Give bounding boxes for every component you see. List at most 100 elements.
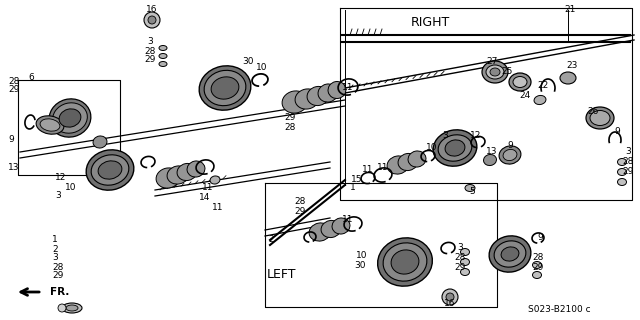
- Ellipse shape: [332, 218, 350, 234]
- Ellipse shape: [499, 146, 521, 164]
- Ellipse shape: [383, 243, 427, 281]
- Text: 28: 28: [144, 46, 156, 55]
- Text: 14: 14: [199, 194, 211, 203]
- Text: 24: 24: [520, 91, 531, 100]
- Ellipse shape: [40, 119, 60, 131]
- Ellipse shape: [590, 110, 610, 125]
- Ellipse shape: [159, 45, 167, 51]
- Text: 5: 5: [469, 188, 475, 196]
- Ellipse shape: [490, 68, 500, 76]
- Ellipse shape: [177, 164, 197, 180]
- Ellipse shape: [98, 161, 122, 179]
- Text: 3: 3: [52, 253, 58, 262]
- Ellipse shape: [167, 166, 189, 184]
- Ellipse shape: [509, 73, 531, 91]
- Text: FR.: FR.: [50, 287, 69, 297]
- Ellipse shape: [494, 241, 526, 267]
- Text: 9: 9: [507, 140, 513, 149]
- Text: 28: 28: [52, 262, 63, 271]
- Text: 28: 28: [294, 197, 306, 206]
- Text: 12: 12: [470, 132, 482, 140]
- Text: 11: 11: [212, 203, 224, 212]
- Ellipse shape: [534, 95, 546, 105]
- Text: 26: 26: [588, 108, 598, 116]
- Ellipse shape: [36, 116, 64, 134]
- Text: S023-B2100 c: S023-B2100 c: [528, 306, 591, 315]
- Text: 25: 25: [501, 68, 513, 76]
- Text: 10: 10: [256, 63, 268, 73]
- Text: 29: 29: [454, 263, 466, 273]
- Ellipse shape: [159, 53, 167, 59]
- Text: 30: 30: [243, 58, 253, 67]
- Ellipse shape: [513, 76, 527, 87]
- Text: 3: 3: [55, 191, 61, 201]
- Text: 29: 29: [52, 271, 63, 281]
- Text: 29: 29: [8, 85, 19, 94]
- Ellipse shape: [66, 305, 78, 311]
- Text: 28: 28: [454, 253, 466, 262]
- Ellipse shape: [438, 135, 472, 161]
- Text: 3: 3: [442, 131, 448, 140]
- Text: 11: 11: [342, 215, 354, 225]
- Ellipse shape: [204, 70, 246, 106]
- Circle shape: [148, 16, 156, 24]
- Ellipse shape: [482, 61, 508, 83]
- Ellipse shape: [91, 155, 129, 185]
- Ellipse shape: [159, 61, 167, 67]
- Text: RIGHT: RIGHT: [410, 15, 450, 28]
- Ellipse shape: [307, 86, 329, 106]
- Text: 11: 11: [377, 164, 388, 172]
- Text: 23: 23: [566, 60, 578, 69]
- Text: 22: 22: [538, 81, 548, 90]
- Text: 9: 9: [8, 135, 13, 145]
- Text: 28: 28: [284, 124, 296, 132]
- Text: 9: 9: [537, 234, 543, 243]
- Ellipse shape: [618, 158, 627, 165]
- Text: 16: 16: [147, 4, 157, 13]
- Text: 2: 2: [52, 244, 58, 253]
- Ellipse shape: [282, 91, 308, 113]
- Text: 11: 11: [362, 165, 374, 174]
- Text: 3: 3: [457, 244, 463, 252]
- Text: 12: 12: [55, 173, 67, 182]
- Ellipse shape: [501, 247, 519, 261]
- Text: 27: 27: [486, 58, 498, 67]
- Ellipse shape: [503, 149, 517, 161]
- Ellipse shape: [328, 82, 346, 99]
- Ellipse shape: [532, 271, 541, 278]
- Text: 28: 28: [532, 253, 544, 262]
- Ellipse shape: [465, 185, 475, 191]
- Ellipse shape: [586, 107, 614, 129]
- Text: 29: 29: [532, 263, 544, 273]
- Ellipse shape: [52, 103, 87, 133]
- Text: 11: 11: [342, 84, 354, 92]
- Ellipse shape: [86, 150, 134, 190]
- Text: 9: 9: [614, 127, 620, 137]
- Text: 6: 6: [28, 74, 34, 83]
- Ellipse shape: [484, 155, 497, 165]
- Ellipse shape: [210, 176, 220, 184]
- Text: 28: 28: [622, 157, 634, 166]
- Text: 10: 10: [426, 143, 438, 153]
- Text: 11: 11: [202, 183, 214, 193]
- Circle shape: [442, 289, 458, 305]
- Ellipse shape: [398, 153, 418, 171]
- Text: 28: 28: [8, 77, 19, 86]
- Text: 15: 15: [351, 175, 363, 185]
- Ellipse shape: [618, 169, 627, 175]
- Circle shape: [58, 304, 66, 312]
- Ellipse shape: [318, 84, 338, 102]
- Ellipse shape: [378, 238, 433, 286]
- Text: 13: 13: [486, 148, 498, 156]
- Ellipse shape: [391, 250, 419, 274]
- Ellipse shape: [489, 236, 531, 272]
- Ellipse shape: [618, 179, 627, 186]
- Text: 10: 10: [65, 182, 77, 191]
- Ellipse shape: [49, 99, 91, 137]
- Circle shape: [144, 12, 160, 28]
- Text: 21: 21: [564, 5, 576, 14]
- Text: 3: 3: [625, 148, 631, 156]
- Ellipse shape: [309, 223, 331, 241]
- Ellipse shape: [560, 72, 576, 84]
- Ellipse shape: [295, 89, 319, 109]
